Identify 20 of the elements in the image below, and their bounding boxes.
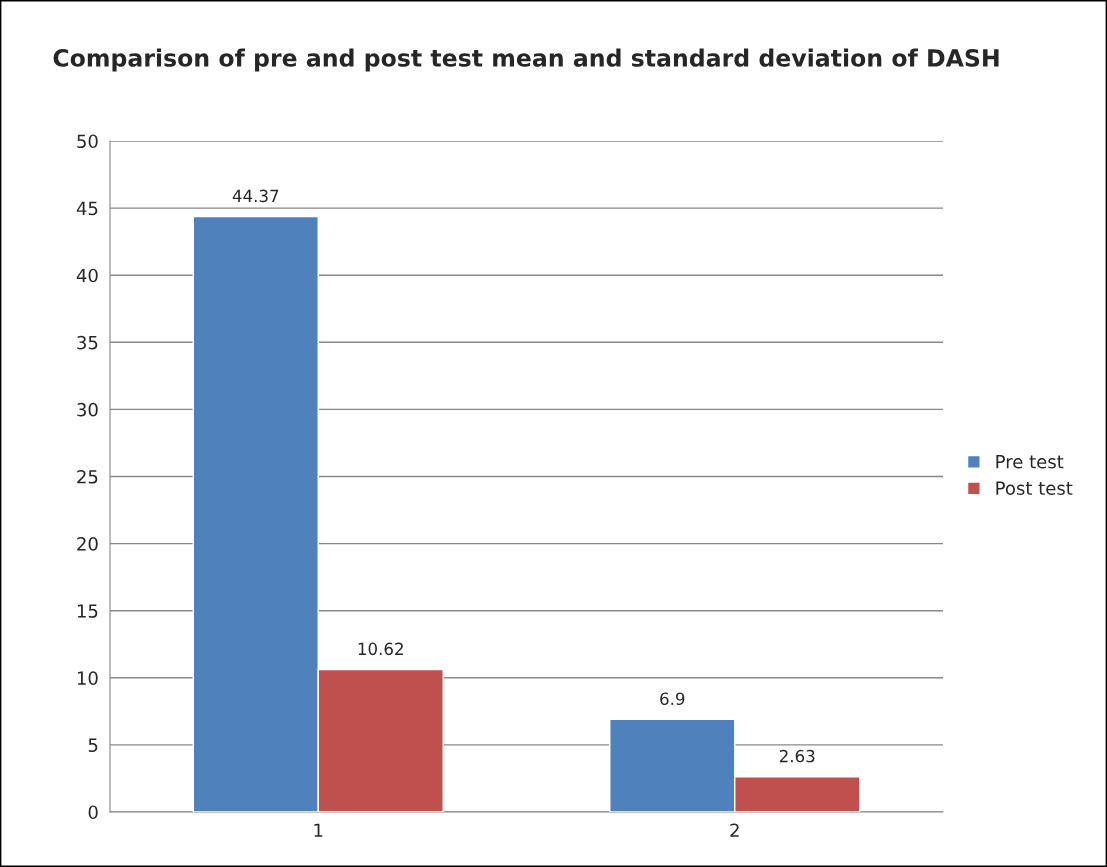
data-label: 2.63 [779, 749, 815, 763]
y-tick-label: 15 [77, 604, 98, 618]
y-tick-label: 10 [77, 671, 98, 685]
x-tick-label: 1 [314, 823, 323, 837]
y-tick-label: 35 [77, 335, 98, 350]
data-label: 6.9 [660, 692, 685, 706]
y-tick-label: 30 [77, 402, 98, 417]
y-tick-label: 0 [88, 805, 98, 820]
y-tick-label: 5 [88, 738, 98, 753]
data-label: 10.62 [358, 642, 403, 656]
y-tick-label: 50 [77, 134, 98, 149]
legend-label: Post test [996, 481, 1073, 495]
data-label: 44.37 [232, 189, 279, 203]
y-tick-label: 20 [77, 537, 98, 551]
y-tick-label: 25 [77, 469, 98, 484]
legend-label: Pre test [996, 455, 1064, 469]
y-tick-label: 40 [76, 268, 98, 283]
x-tick-label: 2 [730, 823, 739, 837]
y-tick-label: 45 [76, 201, 98, 216]
chart-title: Comparison of pre and post test mean and standard deviation of DASH [53, 48, 999, 72]
